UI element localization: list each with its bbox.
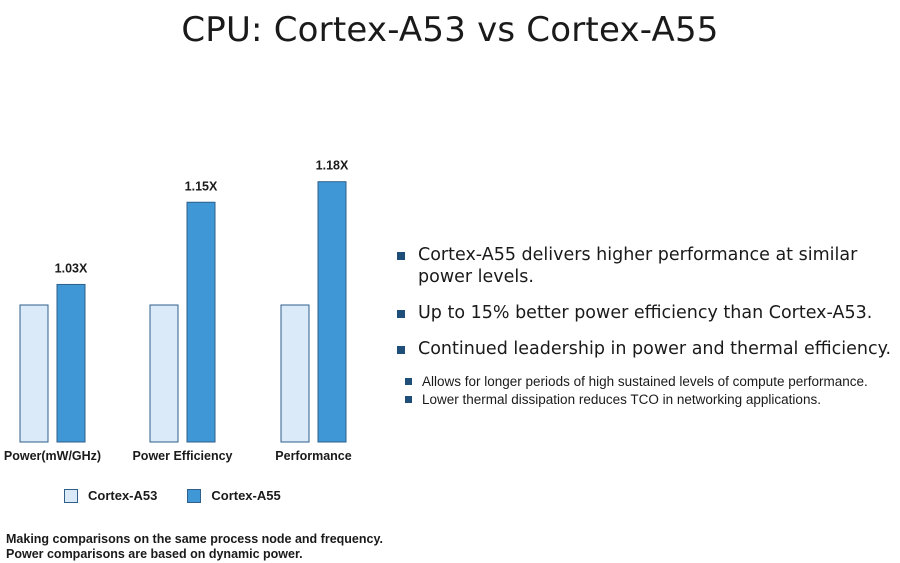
sub-bullet-square-icon [405,378,412,385]
bar-chart: 1.03X Power(mW/GHz) 1.15X Power Efficiency 1… [4,159,352,463]
legend-item-a55: Cortex-A55 [187,488,281,503]
legend-swatch-a53 [64,488,78,503]
sub-bullet-square-icon [405,396,412,403]
bullet-text: Up to 15% better power efficiency than C… [418,303,873,323]
bullet-text: Continued leadership in power and therma… [418,339,892,359]
bullet-list: Cortex-A55 delivers higher performance a… [396,244,896,410]
sub-bullet-text: Allows for longer periods of high sustai… [422,374,868,389]
sub-bullet-item: Allows for longer periods of high sustai… [404,374,896,390]
legend-label-a53: Cortex-A53 [88,488,158,503]
bullet-square-icon [397,252,405,260]
legend-swatch-a55 [187,488,202,503]
bar-a53-2 [280,304,310,443]
bullet-text: Cortex-A55 delivers higher performance a… [418,245,858,287]
bullet-item: Up to 15% better power efficiency than C… [396,302,896,324]
bar-a53-0 [19,304,49,443]
bullet-item: Continued leadership in power and therma… [396,338,896,360]
legend-label-a55: Cortex-A55 [211,488,281,503]
category-label: Performance [275,449,351,463]
bullet-item: Cortex-A55 delivers higher performance a… [396,244,896,288]
sub-bullet-text: Lower thermal dissipation reduces TCO in… [422,392,821,407]
footnote: Making comparisons on the same process n… [6,532,383,562]
bar-a55-2 [317,181,347,443]
bar-a55-0 [56,283,86,443]
bullet-square-icon [397,346,405,354]
category-label: Power(mW/GHz) [4,449,101,463]
sub-bullet-item: Lower thermal dissipation reduces TCO in… [404,392,896,408]
chart-legend: Cortex-A53 Cortex-A55 [64,488,311,503]
data-label: 1.18X [316,159,349,173]
category-label: Power Efficiency [132,449,232,463]
footnote-line-1: Making comparisons on the same process n… [6,532,383,546]
legend-item-a53: Cortex-A53 [64,488,157,503]
data-label: 1.15X [185,179,218,193]
bar-a53-1 [149,304,179,443]
sub-bullet-list: Allows for longer periods of high sustai… [396,374,896,408]
bar-a55-1 [186,201,216,443]
footnote-line-2: Power comparisons are based on dynamic p… [6,547,303,561]
page-title: CPU: Cortex-A53 vs Cortex-A55 [181,10,719,50]
data-label: 1.03X [55,261,88,275]
bullet-square-icon [397,310,405,318]
